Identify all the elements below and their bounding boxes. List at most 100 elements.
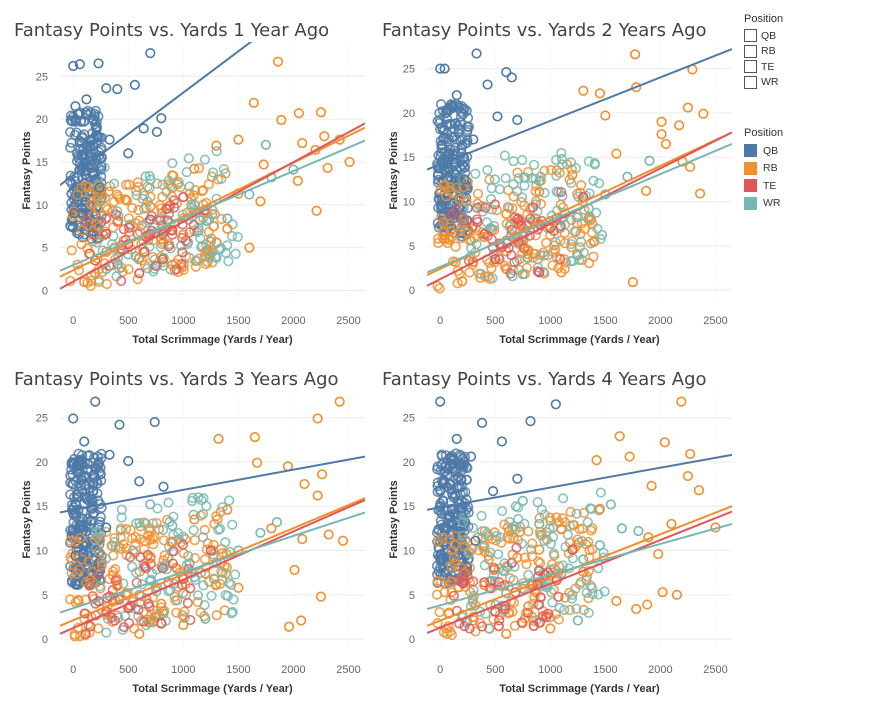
scatter-point-rb[interactable] [538, 250, 550, 261]
scatter-point-wr[interactable] [583, 213, 594, 225]
trend-line-wr[interactable] [60, 511, 365, 614]
scatter-point-wr[interactable] [476, 532, 488, 544]
scatter-point-te[interactable] [101, 228, 112, 239]
scatter-point-wr[interactable] [192, 590, 204, 601]
scatter-point-qb[interactable] [72, 492, 83, 503]
scatter-point-wr[interactable] [510, 524, 521, 535]
scatter-point-te[interactable] [553, 591, 564, 602]
scatter-point-rb[interactable] [334, 396, 345, 407]
scatter-point-rb[interactable] [203, 227, 214, 238]
scatter-point-wr[interactable] [95, 196, 106, 207]
scatter-point-rb[interactable] [534, 544, 545, 555]
scatter-point-rb[interactable] [693, 485, 705, 496]
scatter-point-wr[interactable] [565, 157, 577, 168]
scatter-point-rb[interactable] [448, 552, 459, 563]
scatter-point-qb[interactable] [451, 90, 462, 101]
scatter-point-te[interactable] [505, 268, 516, 279]
scatter-point-te[interactable] [451, 205, 462, 216]
scatter-point-wr[interactable] [512, 502, 524, 513]
scatter-point-rb[interactable] [123, 264, 134, 275]
scatter-point-rb[interactable] [519, 552, 531, 563]
scatter-point-qb[interactable] [459, 161, 471, 173]
scatter-point-qb[interactable] [506, 72, 517, 83]
scatter-point-wr[interactable] [217, 502, 228, 513]
scatter-point-wr[interactable] [205, 250, 216, 261]
scatter-point-wr[interactable] [564, 520, 576, 532]
scatter-point-wr[interactable] [470, 168, 481, 179]
scatter-point-qb[interactable] [439, 63, 450, 74]
scatter-point-rb[interactable] [66, 245, 77, 256]
scatter-point-qb[interactable] [90, 129, 102, 141]
scatter-point-te[interactable] [489, 199, 501, 210]
scatter-point-te[interactable] [493, 620, 504, 632]
scatter-point-wr[interactable] [167, 158, 178, 169]
scatter-point-rb[interactable] [153, 524, 165, 535]
scatter-point-rb[interactable] [297, 533, 308, 545]
scatter-point-rb[interactable] [233, 582, 244, 593]
scatter-point-qb[interactable] [68, 413, 79, 424]
scatter-point-rb[interactable] [447, 545, 458, 556]
scatter-point-te[interactable] [467, 221, 478, 232]
scatter-point-te[interactable] [511, 542, 522, 553]
scatter-point-qb[interactable] [525, 416, 536, 427]
scatter-point-rb[interactable] [646, 480, 657, 491]
scatter-point-rb[interactable] [468, 615, 479, 626]
scatter-point-qb[interactable] [436, 451, 448, 462]
scatter-point-wr[interactable] [206, 590, 217, 601]
scatter-point-qb[interactable] [73, 195, 84, 206]
scatter-point-wr[interactable] [587, 582, 598, 594]
scatter-point-qb[interactable] [440, 450, 452, 461]
scatter-point-rb[interactable] [107, 570, 118, 581]
scatter-point-rb[interactable] [134, 252, 145, 263]
scatter-point-te[interactable] [516, 617, 527, 628]
scatter-point-te[interactable] [124, 222, 135, 233]
scatter-point-qb[interactable] [453, 460, 465, 471]
scatter-point-wr[interactable] [529, 159, 540, 170]
scatter-point-qb[interactable] [87, 113, 99, 125]
scatter-point-qb[interactable] [69, 453, 80, 465]
scatter-point-te[interactable] [528, 620, 539, 631]
scatter-point-te[interactable] [448, 590, 459, 601]
scatter-point-rb[interactable] [199, 524, 210, 536]
trend-line-rb[interactable] [60, 126, 365, 278]
scatter-point-rb[interactable] [211, 140, 222, 151]
scatter-point-rb[interactable] [319, 131, 330, 142]
scatter-point-rb[interactable] [671, 589, 683, 600]
scatter-point-wr[interactable] [201, 501, 212, 512]
scatter-point-te[interactable] [139, 246, 150, 258]
scatter-point-qb[interactable] [450, 158, 461, 169]
scatter-point-qb[interactable] [71, 127, 82, 138]
scatter-point-rb[interactable] [132, 177, 144, 188]
scatter-point-te[interactable] [161, 203, 172, 214]
scatter-point-qb[interactable] [512, 473, 523, 484]
scatter-point-wr[interactable] [116, 512, 127, 523]
scatter-point-rb[interactable] [121, 543, 132, 554]
scatter-point-rb[interactable] [112, 216, 123, 227]
scatter-point-wr[interactable] [512, 186, 523, 197]
scatter-point-wr[interactable] [230, 248, 241, 259]
scatter-point-wr[interactable] [467, 522, 478, 534]
scatter-point-rb[interactable] [591, 455, 602, 466]
scatter-point-wr[interactable] [536, 504, 547, 515]
scatter-point-rb[interactable] [178, 229, 189, 240]
scatter-point-qb[interactable] [440, 133, 452, 144]
scatter-point-rb[interactable] [496, 537, 507, 548]
scatter-point-rb[interactable] [575, 180, 587, 191]
scatter-point-wr[interactable] [534, 518, 545, 530]
scatter-point-qb[interactable] [65, 115, 76, 126]
scatter-point-rb[interactable] [600, 110, 611, 121]
trend-line-te[interactable] [427, 510, 732, 634]
scatter-point-rb[interactable] [445, 218, 456, 229]
scatter-point-rb[interactable] [470, 626, 481, 637]
scatter-point-qb[interactable] [123, 148, 134, 159]
scatter-point-wr[interactable] [496, 505, 508, 517]
scatter-point-qb[interactable] [435, 396, 446, 407]
scatter-point-qb[interactable] [459, 174, 470, 185]
scatter-point-te[interactable] [477, 621, 488, 632]
scatter-point-rb[interactable] [698, 108, 709, 119]
scatter-point-te[interactable] [125, 551, 136, 563]
scatter-point-rb[interactable] [555, 235, 566, 246]
scatter-point-rb[interactable] [315, 107, 327, 118]
scatter-point-qb[interactable] [436, 554, 447, 565]
scatter-point-rb[interactable] [548, 584, 559, 595]
